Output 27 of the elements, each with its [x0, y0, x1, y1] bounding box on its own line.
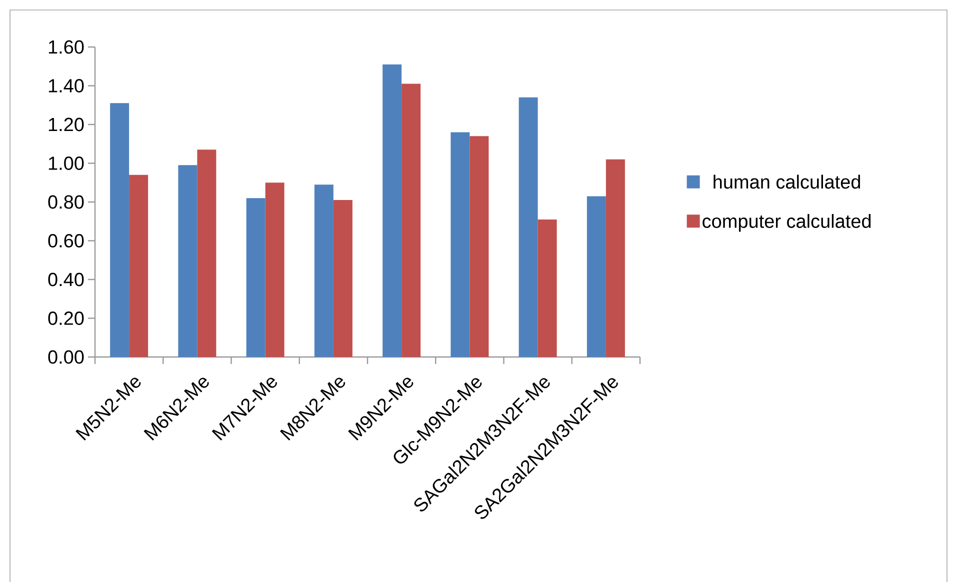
bar [450, 132, 470, 358]
bar [265, 182, 284, 358]
y-tick-label: 1.00 [48, 156, 84, 170]
bar [518, 97, 538, 358]
y-tick-label: 0.00 [48, 350, 84, 364]
legend-label: human calculated [714, 174, 860, 189]
bar [110, 103, 130, 358]
bar [197, 150, 216, 358]
bar [382, 64, 402, 358]
bar [333, 200, 352, 358]
y-tick-label: 0.60 [48, 234, 84, 248]
y-tick-label: 1.20 [48, 118, 84, 132]
bar [314, 184, 334, 358]
bar [129, 174, 148, 358]
bar [470, 136, 489, 358]
bar [402, 84, 421, 358]
bar [178, 165, 198, 358]
bar [606, 159, 625, 358]
legend-label: computer calculated [702, 214, 871, 232]
bar [586, 196, 606, 358]
bar [246, 198, 266, 358]
y-tick-label: 0.40 [48, 272, 84, 286]
y-tick-label: 1.40 [48, 79, 84, 92]
y-tick-label: 0.20 [48, 312, 84, 325]
y-tick-label: 0.80 [48, 195, 84, 209]
bar [538, 219, 557, 358]
y-tick-label: 1.60 [48, 40, 84, 54]
